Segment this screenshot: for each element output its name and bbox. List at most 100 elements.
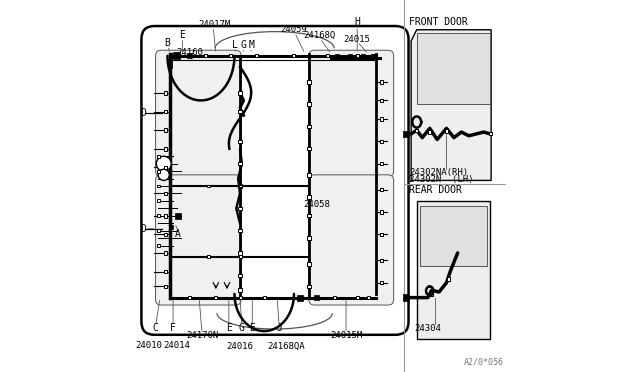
Bar <box>403 131 410 137</box>
Text: D: D <box>140 109 146 118</box>
Bar <box>360 54 365 59</box>
Text: 24302NA(RH): 24302NA(RH) <box>410 169 468 177</box>
Bar <box>187 53 193 58</box>
Bar <box>173 52 180 59</box>
Bar <box>380 80 383 83</box>
Text: 24304: 24304 <box>415 324 442 333</box>
Bar <box>239 255 241 258</box>
Text: A2/0*056: A2/0*056 <box>464 357 504 366</box>
Text: B: B <box>164 38 170 48</box>
Bar <box>307 285 310 288</box>
Bar <box>314 295 319 300</box>
Bar <box>307 263 310 266</box>
Bar <box>188 296 191 299</box>
Bar <box>307 102 310 106</box>
Bar <box>348 54 352 59</box>
Text: C: C <box>152 323 159 333</box>
Text: 24168QA: 24168QA <box>268 342 305 351</box>
Bar <box>371 54 374 57</box>
Bar <box>238 229 242 232</box>
Bar <box>238 274 242 277</box>
FancyBboxPatch shape <box>309 50 394 177</box>
Text: 24170N: 24170N <box>186 331 218 340</box>
Bar <box>380 117 383 121</box>
Text: G: G <box>241 40 246 49</box>
Bar <box>335 54 339 59</box>
Bar <box>239 185 241 187</box>
Bar <box>238 185 242 187</box>
Text: E: E <box>226 323 232 333</box>
Bar <box>164 128 168 132</box>
Bar <box>326 54 329 57</box>
Bar <box>380 162 383 165</box>
Bar <box>157 199 159 202</box>
Bar <box>380 210 383 214</box>
Text: G: G <box>239 323 245 333</box>
Bar <box>489 131 492 135</box>
Bar <box>238 162 242 165</box>
Bar <box>380 140 383 143</box>
Text: L: L <box>232 40 238 49</box>
Bar <box>239 296 241 299</box>
Text: 24010: 24010 <box>136 341 163 350</box>
Bar <box>307 237 310 240</box>
Bar <box>403 294 410 301</box>
Circle shape <box>156 156 172 171</box>
Text: 24160: 24160 <box>177 48 204 57</box>
Bar <box>238 91 242 94</box>
Bar <box>164 110 168 113</box>
FancyBboxPatch shape <box>309 175 394 305</box>
Bar <box>164 251 168 255</box>
Bar <box>292 54 296 57</box>
Text: E: E <box>250 323 255 333</box>
Bar <box>380 233 383 236</box>
Bar <box>307 80 310 83</box>
Text: FRONT DOOR: FRONT DOOR <box>410 17 468 27</box>
Text: 24058: 24058 <box>303 200 330 209</box>
Text: J: J <box>276 323 282 333</box>
Text: 24015: 24015 <box>344 35 371 44</box>
Bar <box>164 232 168 236</box>
Bar <box>307 125 310 128</box>
Bar <box>415 128 419 132</box>
Bar <box>356 54 358 57</box>
Bar <box>169 225 173 229</box>
Bar <box>333 296 337 299</box>
Bar <box>164 91 168 95</box>
Text: 24168Q: 24168Q <box>303 31 335 40</box>
Bar <box>367 296 370 299</box>
Bar <box>157 155 159 158</box>
Text: D: D <box>140 224 146 234</box>
Text: 24059: 24059 <box>280 25 307 34</box>
Bar <box>164 270 168 273</box>
Bar <box>380 259 383 262</box>
Bar <box>157 170 159 173</box>
Text: 24014: 24014 <box>163 341 190 350</box>
Bar <box>157 229 159 232</box>
Bar <box>207 255 210 258</box>
Text: H: H <box>355 17 360 27</box>
Bar <box>296 295 303 301</box>
Bar <box>307 214 310 217</box>
Bar <box>238 206 242 210</box>
Bar <box>380 99 383 102</box>
Bar <box>238 289 242 292</box>
FancyBboxPatch shape <box>156 175 241 305</box>
Text: 24015M: 24015M <box>330 331 362 340</box>
Text: REAR DOOR: REAR DOOR <box>410 185 462 195</box>
Bar <box>207 185 210 187</box>
Bar <box>157 244 159 247</box>
Polygon shape <box>417 201 490 339</box>
Bar <box>164 285 168 288</box>
Circle shape <box>158 169 170 180</box>
Text: 24302N  ⟨LH⟩: 24302N ⟨LH⟩ <box>410 175 474 184</box>
Bar <box>380 281 383 284</box>
Bar <box>380 188 383 191</box>
Bar <box>164 192 168 195</box>
FancyBboxPatch shape <box>156 50 241 177</box>
Text: E: E <box>179 31 186 40</box>
Text: F: F <box>170 323 176 333</box>
Bar <box>356 296 358 299</box>
Bar <box>255 54 259 57</box>
Bar <box>307 173 310 176</box>
